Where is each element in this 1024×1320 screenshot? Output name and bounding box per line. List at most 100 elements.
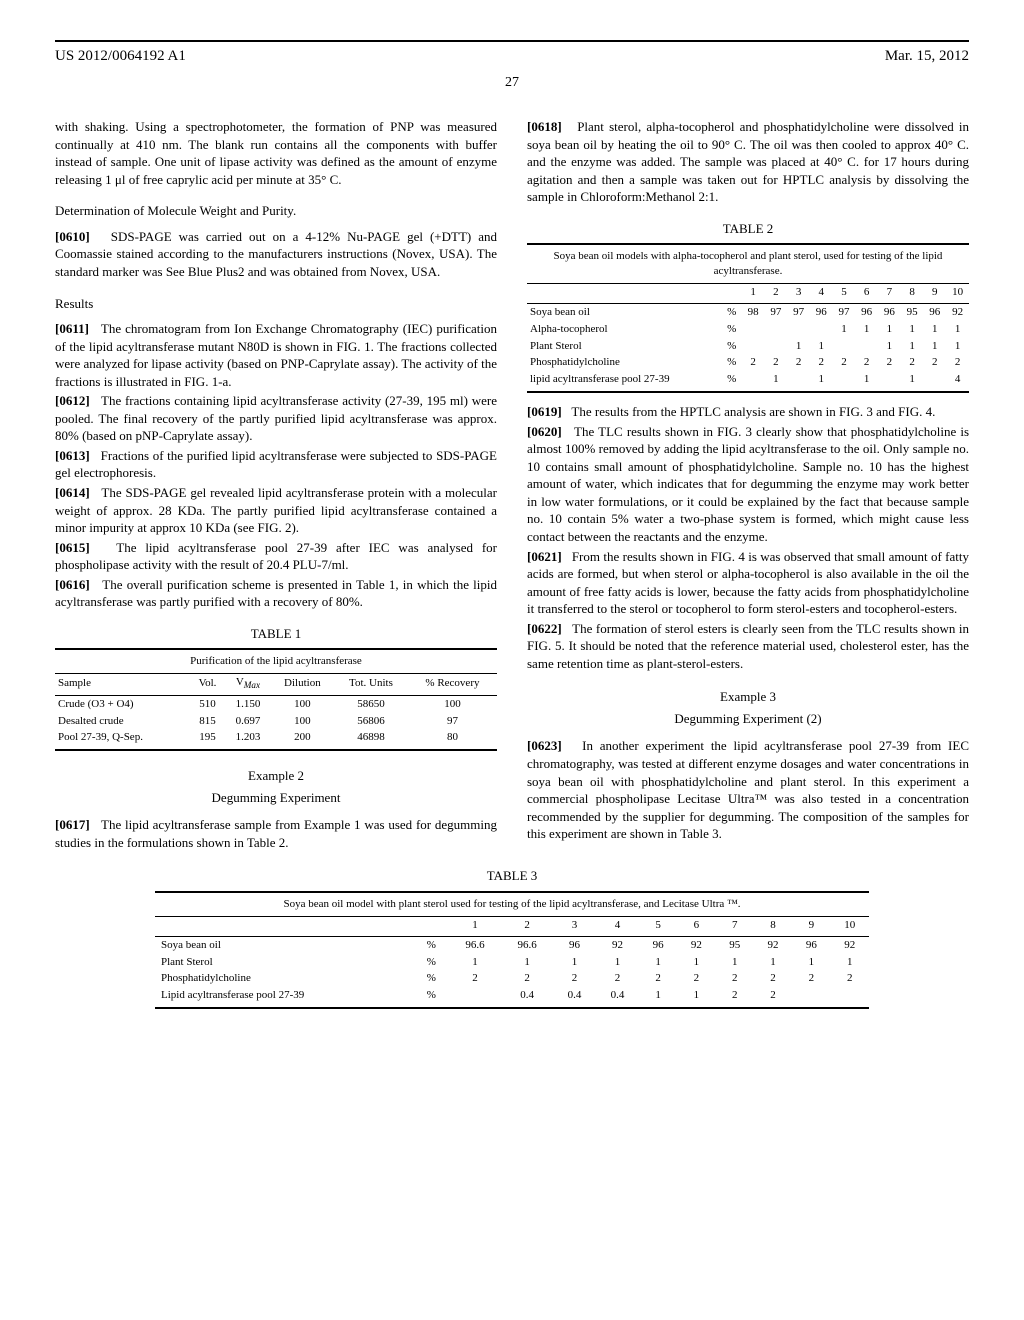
para-num: [0619] bbox=[527, 404, 562, 419]
row-label: Phosphatidylcholine bbox=[155, 970, 414, 987]
table1-caption: Purification of the lipid acyltransferas… bbox=[55, 649, 497, 673]
row-unit: % bbox=[414, 970, 449, 987]
cell bbox=[810, 321, 833, 338]
cell bbox=[742, 338, 765, 355]
cell: 1 bbox=[596, 954, 639, 971]
cell: 96 bbox=[855, 303, 878, 320]
para-text: The fractions containing lipid acyltrans… bbox=[55, 393, 497, 443]
table-row: Phosphatidylcholine%2222222222 bbox=[155, 970, 869, 987]
cell: 1 bbox=[901, 338, 924, 355]
cell bbox=[878, 371, 901, 392]
para-num: [0622] bbox=[527, 621, 562, 636]
para-text: The lipid acyltransferase pool 27-39 aft… bbox=[55, 540, 497, 573]
cell bbox=[833, 371, 856, 392]
table2-caption: Soya bean oil models with alpha-tocopher… bbox=[527, 244, 969, 283]
cell: 0.4 bbox=[596, 987, 639, 1008]
para-text: In another experiment the lipid acyltran… bbox=[527, 738, 969, 841]
subhead-results: Results bbox=[55, 295, 497, 313]
cell: 1 bbox=[639, 954, 677, 971]
table-3: Soya bean oil model with plant sterol us… bbox=[155, 891, 869, 1009]
cell: 97 bbox=[833, 303, 856, 320]
cell: 2 bbox=[901, 354, 924, 371]
table-1: Purification of the lipid acyltransferas… bbox=[55, 648, 497, 751]
cell bbox=[742, 371, 765, 392]
cell: 1 bbox=[449, 954, 501, 971]
cell: 0.4 bbox=[501, 987, 553, 1008]
publication-date: Mar. 15, 2012 bbox=[885, 46, 969, 66]
table-header-row: Sample Vol. VMax Dilution Tot. Units % R… bbox=[55, 674, 497, 696]
cell bbox=[742, 321, 765, 338]
table-row: Plant Sterol%111111 bbox=[527, 338, 969, 355]
para-0612: [0612] The fractions containing lipid ac… bbox=[55, 392, 497, 445]
para-text: From the results shown in FIG. 4 is was … bbox=[527, 549, 969, 617]
page-number: 27 bbox=[55, 74, 969, 93]
table3-caption: Soya bean oil model with plant sterol us… bbox=[155, 892, 869, 916]
para-0615: [0615] The lipid acyltransferase pool 27… bbox=[55, 539, 497, 574]
para-0622: [0622] The formation of sterol esters is… bbox=[527, 620, 969, 673]
para-0611: [0611] The chromatogram from Ion Exchang… bbox=[55, 320, 497, 390]
cell: 1 bbox=[810, 371, 833, 392]
row-label: Phosphatidylcholine bbox=[527, 354, 722, 371]
cell: 2 bbox=[833, 354, 856, 371]
cell: 92 bbox=[677, 936, 715, 953]
table-row: Soya bean oil%96.696.69692969295929692 bbox=[155, 936, 869, 953]
para-0621: [0621] From the results shown in FIG. 4 … bbox=[527, 548, 969, 618]
row-unit: % bbox=[722, 338, 742, 355]
table1-label: TABLE 1 bbox=[55, 625, 497, 643]
para-text: Fractions of the purified lipid acyltran… bbox=[55, 448, 497, 481]
header-rule bbox=[55, 40, 969, 42]
table-row: Crude (O3 + O4) 510 1.150 100 58650 100 bbox=[55, 695, 497, 712]
cell: 2 bbox=[677, 970, 715, 987]
cell: 1 bbox=[946, 338, 969, 355]
example-2-title: Example 2 bbox=[55, 767, 497, 785]
row-unit: % bbox=[722, 354, 742, 371]
cell: 2 bbox=[754, 970, 792, 987]
row-label: Alpha-tocopherol bbox=[527, 321, 722, 338]
col-dilution: Dilution bbox=[271, 674, 334, 696]
para-num: [0621] bbox=[527, 549, 562, 564]
cell: 1 bbox=[946, 321, 969, 338]
para-cont: with shaking. Using a spectrophotometer,… bbox=[55, 118, 497, 188]
cell: 1 bbox=[901, 321, 924, 338]
cell: 97 bbox=[787, 303, 810, 320]
cell: 2 bbox=[716, 970, 754, 987]
cell: 97 bbox=[765, 303, 788, 320]
para-0619: [0619] The results from the HPTLC analys… bbox=[527, 403, 969, 421]
cell: 1 bbox=[792, 954, 830, 971]
cell: 1 bbox=[716, 954, 754, 971]
cell bbox=[830, 987, 869, 1008]
cell: 2 bbox=[449, 970, 501, 987]
para-num: [0618] bbox=[527, 119, 562, 134]
cell: 2 bbox=[792, 970, 830, 987]
cell: 96 bbox=[810, 303, 833, 320]
cell: 1 bbox=[810, 338, 833, 355]
cell: 1 bbox=[765, 371, 788, 392]
cell: 1 bbox=[923, 321, 946, 338]
page-header: US 2012/0064192 A1 Mar. 15, 2012 bbox=[55, 46, 969, 66]
row-unit: % bbox=[722, 303, 742, 320]
cell: 96 bbox=[878, 303, 901, 320]
row-unit: % bbox=[414, 936, 449, 953]
right-column: [0618] Plant sterol, alpha-tocopherol an… bbox=[527, 118, 969, 853]
left-column: with shaking. Using a spectrophotometer,… bbox=[55, 118, 497, 853]
cell: 1 bbox=[855, 371, 878, 392]
cell: 2 bbox=[754, 987, 792, 1008]
cell bbox=[792, 987, 830, 1008]
cell: 2 bbox=[742, 354, 765, 371]
cell: 98 bbox=[742, 303, 765, 320]
cell bbox=[765, 338, 788, 355]
cell: 2 bbox=[946, 354, 969, 371]
cell: 96 bbox=[792, 936, 830, 953]
cell: 2 bbox=[639, 970, 677, 987]
example-2-sub: Degumming Experiment bbox=[55, 789, 497, 807]
cell: 92 bbox=[830, 936, 869, 953]
cell: 96.6 bbox=[449, 936, 501, 953]
para-num: [0611] bbox=[55, 321, 89, 336]
col-totunits: Tot. Units bbox=[334, 674, 408, 696]
cell: 1 bbox=[878, 321, 901, 338]
table-row: Desalted crude 815 0.697 100 56806 97 bbox=[55, 713, 497, 730]
row-unit: % bbox=[722, 321, 742, 338]
para-0617: [0617] The lipid acyltransferase sample … bbox=[55, 816, 497, 851]
cell: 96 bbox=[553, 936, 596, 953]
cell: 96 bbox=[639, 936, 677, 953]
